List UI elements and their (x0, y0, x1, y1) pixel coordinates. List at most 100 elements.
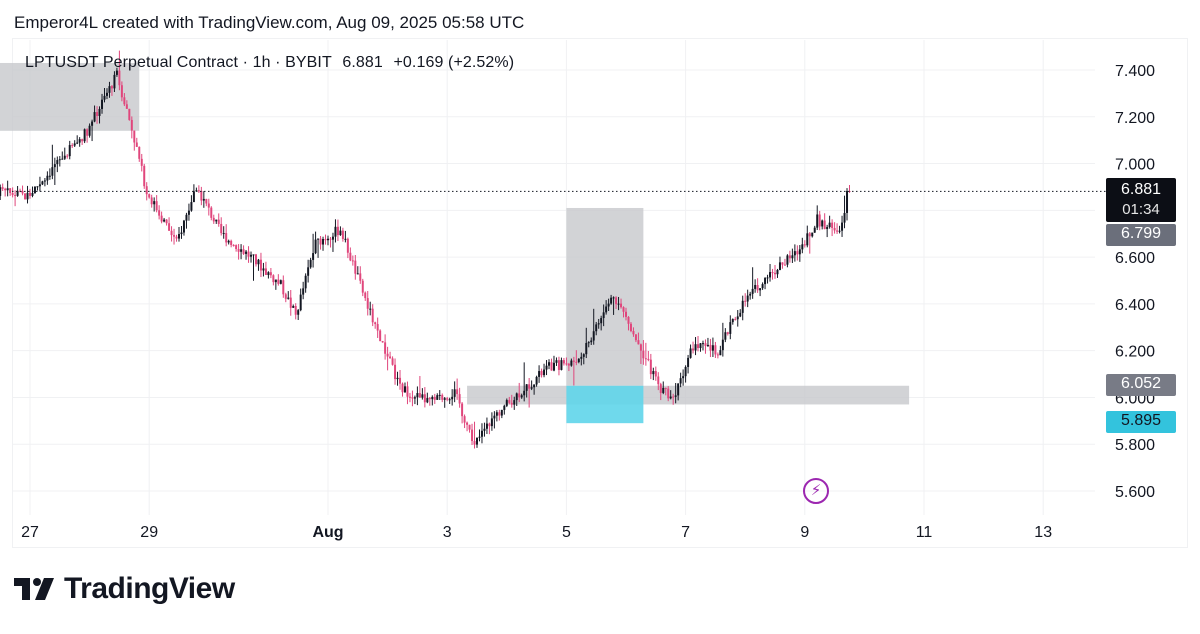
candle-body (535, 376, 538, 385)
candle-body (160, 215, 163, 222)
symbol-label[interactable]: LPTUSDT Perpetual Contract · 1h · BYBIT (25, 54, 332, 71)
candle-body (153, 201, 156, 205)
candle-body (327, 238, 329, 241)
candle-body (207, 203, 210, 208)
candle-body (543, 369, 546, 376)
candle-body (190, 202, 193, 211)
candle-body (58, 159, 61, 161)
x-tick-label: 3 (443, 524, 452, 541)
candle-body (235, 245, 238, 249)
candle-body (423, 394, 426, 403)
lightning-bolt-icon[interactable]: ⚡ (803, 478, 829, 504)
candle-body (761, 284, 764, 289)
candle-body (806, 233, 809, 246)
candle-body (565, 363, 568, 365)
candle-body (384, 342, 387, 354)
candle-body (170, 230, 173, 236)
candle-body (500, 409, 503, 416)
candle-body (416, 393, 419, 398)
candle-body (428, 398, 431, 400)
attribution-header: Emperor4L created with TradingView.com, … (14, 13, 525, 32)
candle-body (776, 269, 779, 275)
candle-body (304, 275, 307, 289)
candle-body (165, 219, 168, 224)
candle-body (272, 275, 275, 283)
candle-body (81, 139, 84, 142)
candle-body (701, 343, 704, 345)
candle-body (560, 360, 563, 370)
candle-body (592, 331, 595, 341)
candle-body (421, 394, 424, 398)
candle-body (63, 155, 66, 159)
candle-body (284, 294, 287, 299)
zone-gray (566, 207, 644, 386)
candle-body (629, 323, 632, 332)
candle-body (533, 384, 536, 388)
candle-body (394, 364, 397, 380)
candle-body (483, 428, 486, 431)
candle-body (453, 389, 456, 397)
candle-body (329, 238, 332, 240)
candle-body (846, 191, 849, 213)
candle-body (612, 297, 615, 299)
candle-body (274, 279, 277, 283)
candle-body (756, 285, 759, 291)
candle-body (498, 412, 501, 416)
candle-body (11, 192, 14, 196)
candle-body (488, 423, 491, 427)
candle-body (232, 245, 235, 247)
candle-body (721, 339, 724, 351)
candle-body (503, 405, 506, 410)
candle-body (227, 240, 230, 243)
candle-body (831, 222, 834, 228)
candle-body (386, 353, 389, 357)
candle-body (413, 397, 416, 399)
candle-body (339, 230, 342, 236)
candle-body (262, 268, 265, 271)
candle-body (26, 192, 29, 200)
candle-body (314, 239, 317, 254)
candle-body (555, 360, 558, 363)
candle-body (749, 293, 752, 296)
candle-body (746, 295, 749, 302)
candle-body (411, 397, 414, 399)
candle-body (96, 112, 99, 116)
candle-body (334, 226, 337, 237)
candle-body (823, 220, 826, 230)
candle-body (391, 358, 394, 365)
candle-body (672, 396, 675, 398)
candle-body (433, 396, 436, 400)
candle-body (605, 306, 608, 313)
candle-body (180, 232, 183, 235)
candle-body (379, 330, 382, 342)
candle-body (538, 371, 541, 377)
y-tick-label: 7.400 (1115, 63, 1155, 80)
candle-body (309, 259, 312, 268)
candle-body (403, 386, 406, 393)
candle-body (818, 214, 821, 227)
candle-body (694, 344, 697, 351)
candle-body (374, 322, 377, 325)
candle-body (78, 139, 81, 143)
candle-body (674, 395, 677, 397)
candle-body (200, 190, 203, 201)
candle-body (654, 371, 657, 377)
candle-body (406, 386, 409, 397)
candle-body (600, 318, 603, 324)
candle-body (33, 186, 36, 193)
candle-body (128, 108, 131, 120)
candle-body (771, 272, 774, 274)
candle-body (240, 249, 243, 252)
candle-body (76, 142, 79, 144)
candle-body (287, 297, 290, 299)
candle-body (622, 307, 625, 312)
candle-body (687, 357, 690, 367)
candle-body (602, 312, 605, 319)
candle-body (66, 155, 69, 157)
candle-body (98, 108, 101, 116)
candle-body (764, 278, 767, 285)
candle-body (359, 273, 362, 281)
candle-body (38, 184, 41, 187)
candle-body (642, 350, 645, 359)
